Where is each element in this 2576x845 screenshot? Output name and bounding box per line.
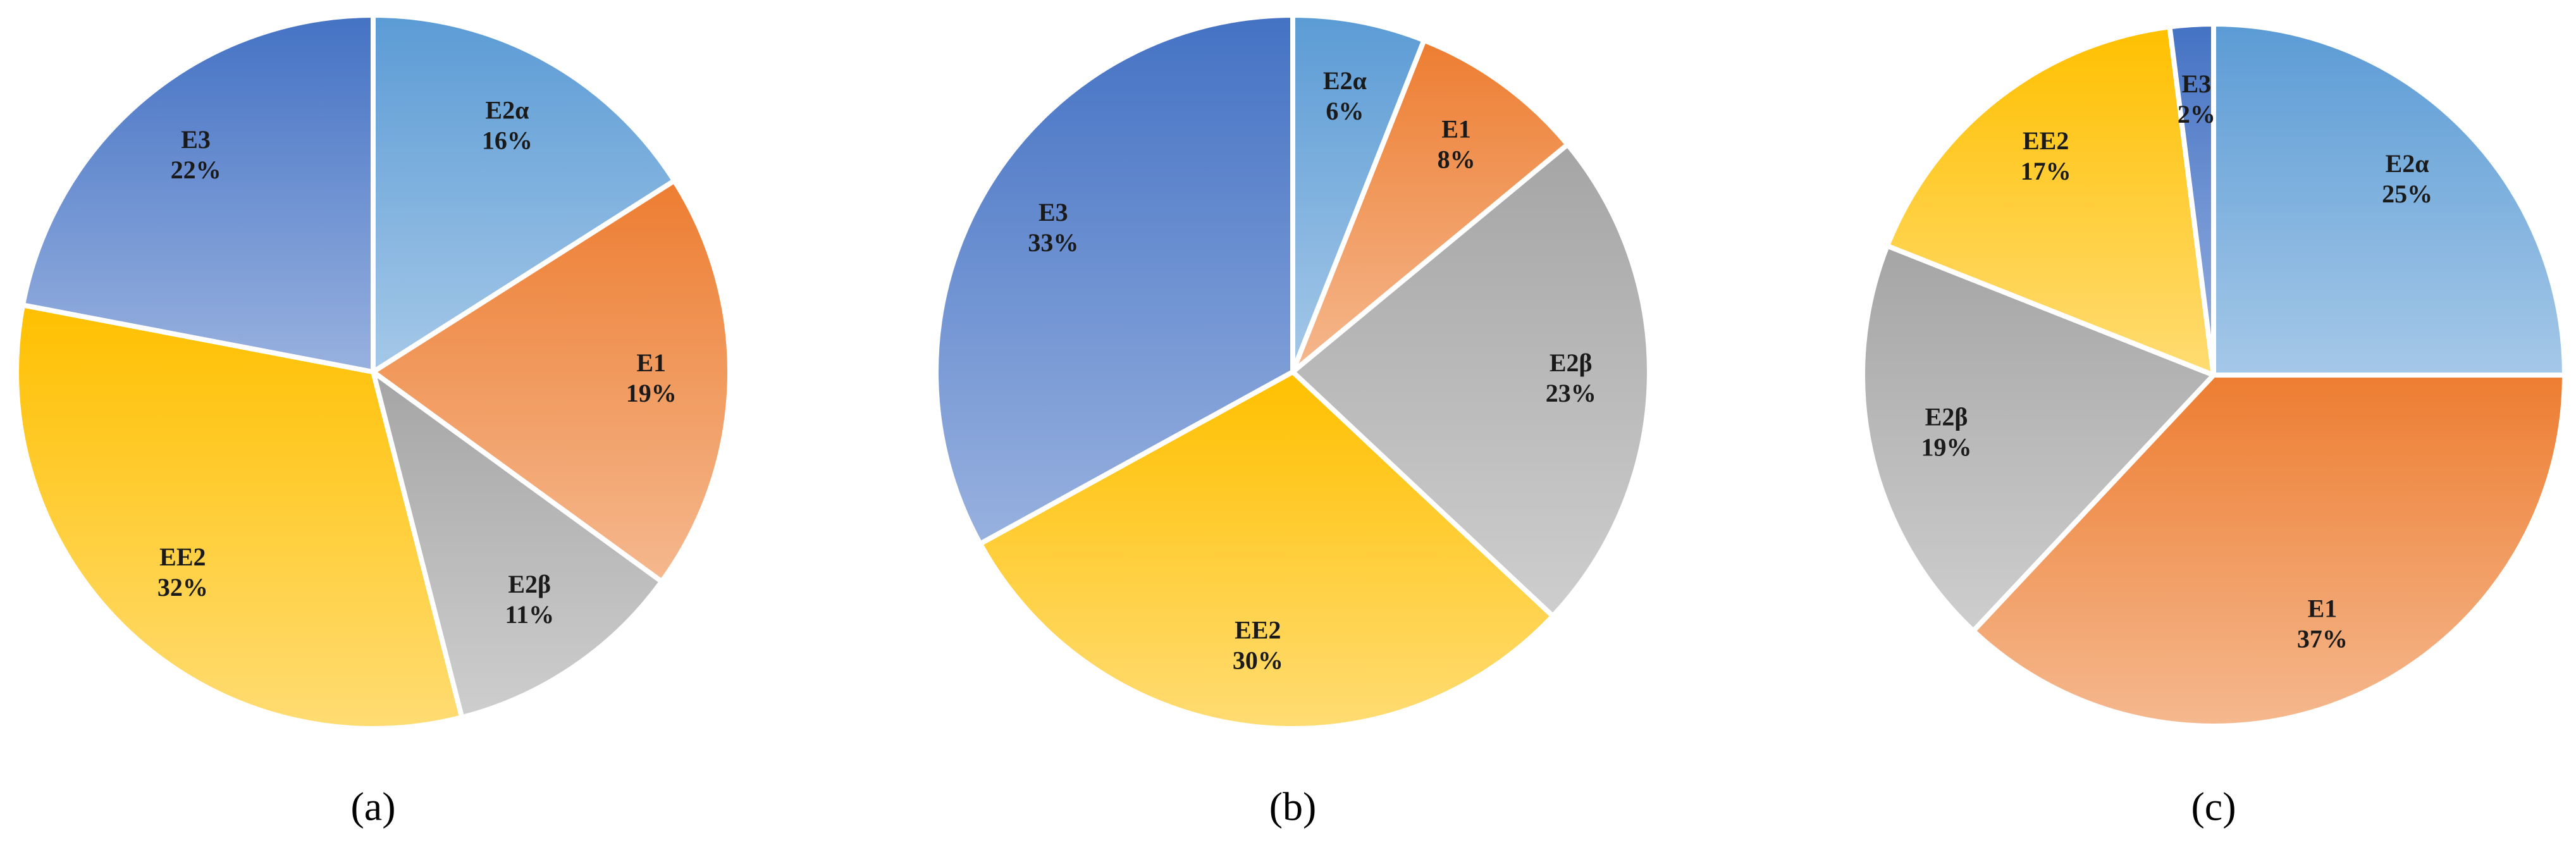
slice-category: EE2 <box>159 543 206 571</box>
pie-slice <box>977 369 1556 731</box>
slice-value-label: 25% <box>2382 180 2432 208</box>
pie-slice <box>14 302 465 731</box>
pie-slice <box>20 13 376 374</box>
slice-category: E3 <box>1038 198 1068 226</box>
slice-category: E2β <box>508 570 551 598</box>
slice-category: E3 <box>2181 70 2211 98</box>
slice-value-label: 32% <box>157 573 208 601</box>
pie-slice <box>2167 22 2216 378</box>
slice-category: E3 <box>181 125 211 154</box>
slice-category: E1 <box>636 348 666 377</box>
slice-category: E2α <box>485 96 529 125</box>
chart-caption: (b) <box>1269 784 1317 829</box>
slice-category: E1 <box>1441 114 1471 143</box>
pie-slice <box>1290 142 1652 619</box>
chart-caption: (c) <box>2191 784 2236 829</box>
pie-slice <box>371 369 665 720</box>
pie-slice <box>2211 22 2567 378</box>
pie-slice <box>371 13 677 374</box>
slice-category: E2β <box>1550 348 1593 377</box>
slice-value-label: 33% <box>1028 228 1078 257</box>
pie-slice <box>1290 37 1570 374</box>
slice-value-label: 23% <box>1546 379 1596 407</box>
slice-value-label: 11% <box>505 600 554 629</box>
slice-value-label: 19% <box>1921 433 1972 462</box>
slice-value-label: 2% <box>2178 100 2215 128</box>
slice-category: E1 <box>2308 594 2338 622</box>
chart-caption: (a) <box>350 784 395 829</box>
slice-value-label: 17% <box>2021 157 2071 185</box>
slice-value-label: 19% <box>626 379 677 407</box>
pie-slice <box>1971 373 2567 729</box>
slice-value-label: 16% <box>482 126 533 155</box>
slice-value-label: 6% <box>1326 97 1364 125</box>
slice-category: E2α <box>2386 149 2429 178</box>
pie-slice <box>1884 24 2216 378</box>
slice-value-label: 30% <box>1233 646 1283 675</box>
slice-value-label: 37% <box>2297 624 2348 653</box>
slice-category: E2β <box>1925 403 1968 431</box>
pie-slice <box>934 13 1295 546</box>
slice-category: EE2 <box>2023 126 2069 155</box>
slice-value-label: 22% <box>171 156 221 184</box>
slice-category: EE2 <box>1235 616 1281 645</box>
pie-slice <box>371 178 732 584</box>
slice-category: E2α <box>1323 66 1367 95</box>
slice-value-label: 8% <box>1438 145 1476 173</box>
